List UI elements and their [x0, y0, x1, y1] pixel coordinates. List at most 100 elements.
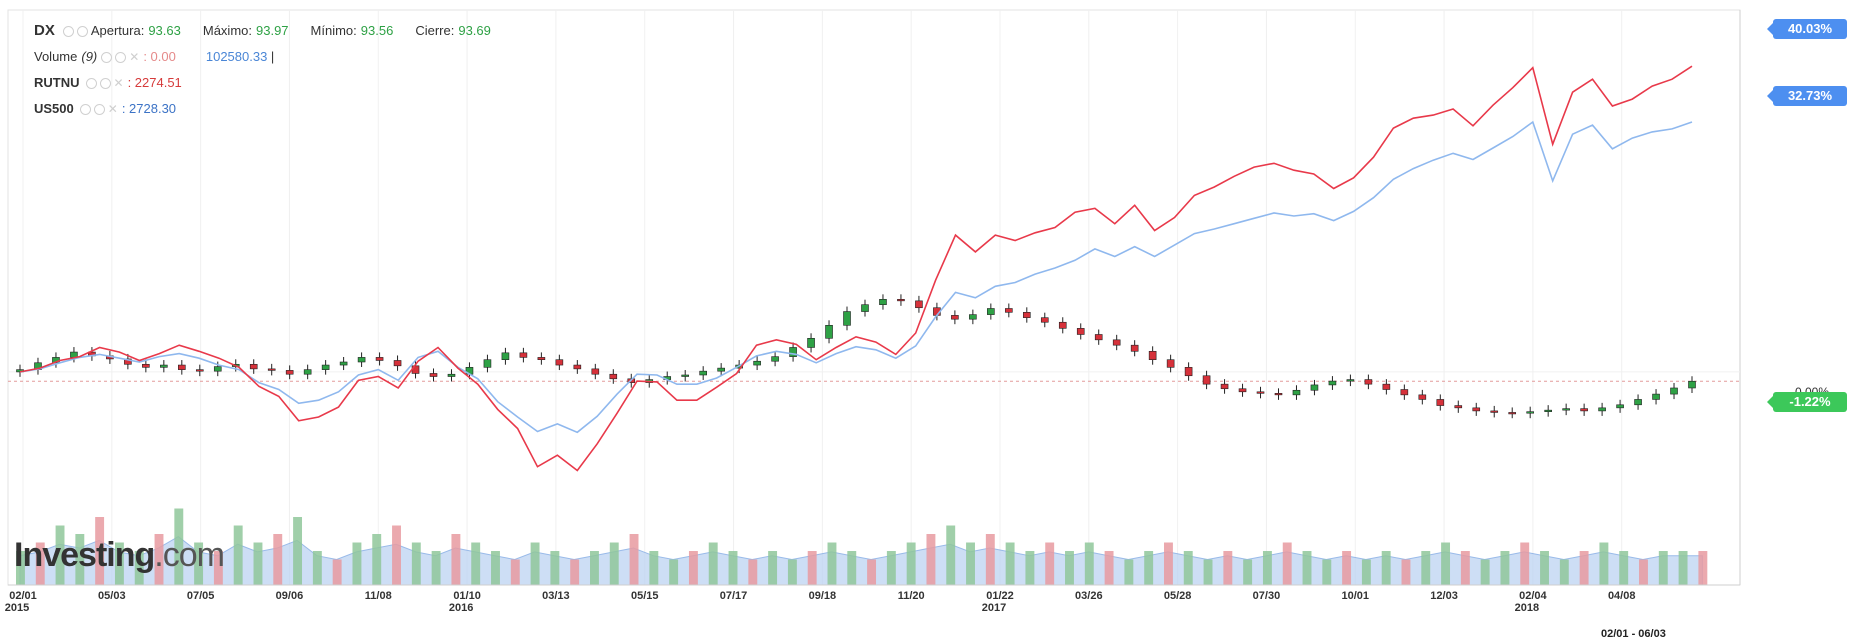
close-icon[interactable]: ✕	[107, 102, 118, 116]
volume-bar	[1223, 551, 1233, 585]
candle-body	[124, 358, 132, 365]
volume-bar	[154, 534, 164, 585]
volume-bar	[55, 525, 65, 585]
volume-bar	[95, 517, 105, 585]
candle-body	[1130, 344, 1139, 352]
volume-bar	[1045, 542, 1055, 585]
x-tick-year: 2015	[5, 602, 29, 614]
volume-bar	[768, 551, 778, 585]
x-tick-label: 07/30	[1253, 590, 1281, 602]
volume-bar	[1520, 542, 1530, 585]
settings-icon[interactable]	[99, 77, 111, 89]
x-tick-label: 01/22	[986, 590, 1014, 602]
volume-bar	[1025, 551, 1035, 585]
volume-bar	[253, 542, 263, 585]
eye-icon[interactable]	[79, 103, 91, 115]
candle-body	[537, 357, 546, 360]
candle-body	[321, 364, 330, 370]
volume-bar	[629, 534, 639, 585]
rutnu-price-tag: 40.03%	[1767, 19, 1847, 39]
candle-body	[1364, 379, 1373, 385]
candle-body	[1256, 391, 1265, 394]
volume-bar	[75, 534, 85, 585]
settings-icon[interactable]	[76, 25, 88, 37]
x-tick-label: 10/01	[1341, 590, 1369, 602]
x-tick-label: 12/03	[1430, 590, 1458, 602]
candle-body	[1220, 383, 1229, 390]
volume-bar	[827, 542, 837, 585]
volume-bar	[35, 542, 45, 585]
volume-bar	[1243, 559, 1253, 585]
chart-grid	[7, 9, 1741, 586]
candle-body	[1112, 339, 1121, 346]
x-tick-year: 2016	[449, 602, 473, 614]
candle-body	[1580, 408, 1588, 412]
volume-bar	[649, 551, 659, 585]
candle-body	[1382, 383, 1391, 390]
candle-body	[1688, 380, 1696, 389]
volume-bar	[1084, 542, 1094, 585]
candle-body	[825, 325, 833, 339]
eye-icon[interactable]	[101, 51, 113, 63]
volume-bar	[1342, 551, 1352, 585]
volume-bar	[688, 551, 698, 585]
volume-bar	[550, 551, 560, 585]
candle-body	[267, 368, 276, 371]
volume-bar	[1381, 551, 1391, 585]
volume-bar	[293, 517, 303, 585]
volume-bar	[352, 542, 362, 585]
candle-body	[1634, 399, 1642, 406]
volume-bar	[807, 551, 817, 585]
candle-body	[195, 369, 204, 372]
volume-bar	[174, 508, 184, 585]
candle-body	[142, 363, 150, 368]
volume-bar	[708, 542, 718, 585]
volume-area	[19, 535, 1703, 586]
volume-bar	[491, 551, 500, 585]
candle-body	[213, 366, 222, 372]
candle-body	[1005, 308, 1013, 313]
candle-body	[429, 373, 438, 377]
candle-body	[1400, 389, 1409, 396]
x-tick-label: 05/15	[631, 590, 659, 602]
volume-bar	[392, 525, 401, 585]
candle-body	[501, 352, 510, 361]
candle-body	[285, 370, 294, 375]
legend-rutnu-row: RUTNU ✕ : 2274.51	[34, 70, 513, 96]
candle-body	[1598, 407, 1606, 412]
candle-body	[375, 357, 384, 361]
volume-bar	[669, 559, 679, 585]
volume-bar	[1460, 551, 1470, 585]
candle-body	[1184, 367, 1193, 377]
volume-bar	[1579, 551, 1589, 585]
eye-icon[interactable]	[62, 25, 74, 37]
candle-body	[178, 364, 186, 370]
close-icon[interactable]: ✕	[129, 50, 140, 64]
candle-body	[1670, 387, 1678, 395]
candle-body	[915, 300, 923, 309]
candle-body	[771, 356, 779, 362]
candle-body	[249, 363, 258, 370]
legend-volume-row: Volume (9) ✕ : 0.00 102580.33 |	[34, 44, 513, 70]
candle-body	[339, 361, 348, 366]
candle-body	[393, 360, 402, 367]
x-tick-label: 07/05	[187, 590, 215, 602]
candle-body	[1238, 388, 1247, 393]
close-icon[interactable]: ✕	[113, 76, 124, 90]
eye-icon[interactable]	[85, 77, 97, 89]
dx-price-tag: -1.22%	[1767, 392, 1847, 412]
x-tick-label: 02/04	[1519, 590, 1547, 602]
volume-bar	[590, 551, 599, 585]
volume-bar	[867, 559, 877, 585]
candle-body	[1436, 399, 1445, 406]
settings-icon[interactable]	[115, 51, 127, 63]
volume-bar	[1698, 551, 1708, 585]
candle-body	[1040, 317, 1049, 323]
candle-body	[1274, 393, 1283, 396]
candle-body	[1544, 409, 1552, 412]
settings-icon[interactable]	[93, 103, 105, 115]
volume-bar	[1639, 559, 1648, 585]
x-tick-label: 05/28	[1164, 590, 1192, 602]
volume-bar	[1361, 559, 1371, 585]
